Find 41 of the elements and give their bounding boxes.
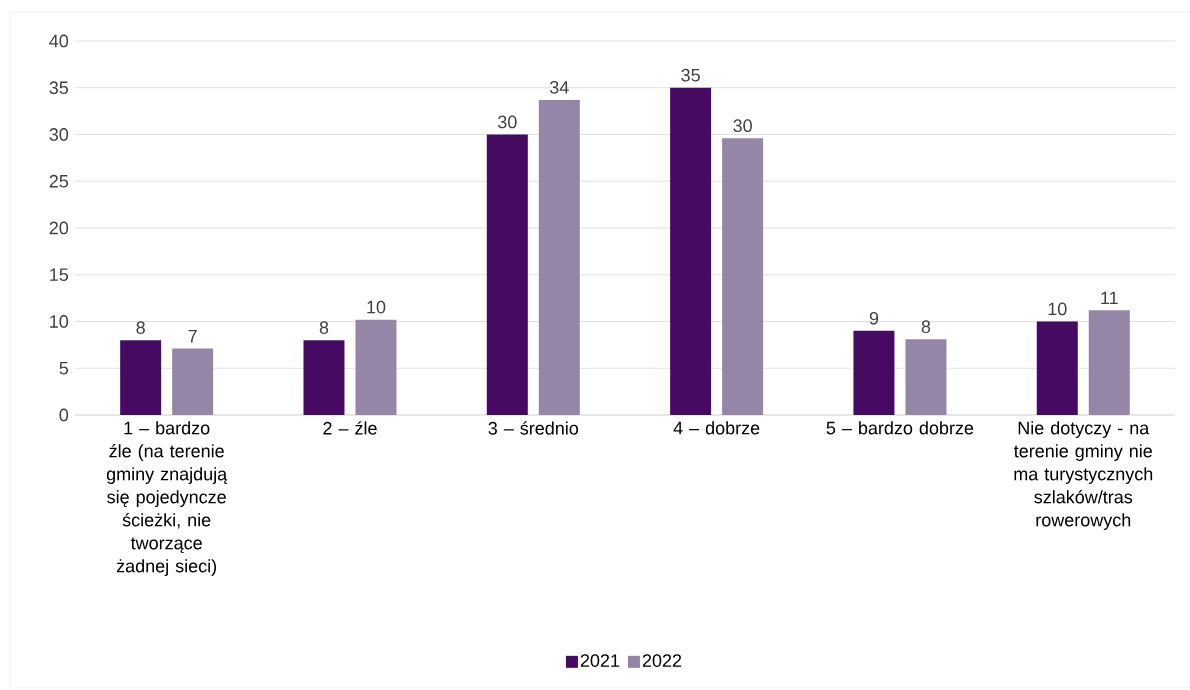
data-label: 9: [869, 311, 879, 325]
bar: [905, 339, 947, 415]
bar: [120, 340, 162, 415]
data-label: 34: [549, 80, 569, 94]
y-tick-label: 0: [59, 408, 69, 422]
y-tick-label: 15: [50, 268, 69, 282]
y-tick-label: 20: [49, 221, 69, 235]
data-label: 8: [319, 321, 329, 334]
x-tick-label: 3 – średnio: [488, 421, 579, 435]
data-label: 35: [681, 68, 700, 82]
x-tick-label: 5 – bardzo dobrze: [826, 421, 974, 435]
x-tick-label: 2 – źle: [323, 421, 377, 435]
bar: [538, 99, 580, 415]
y-tick-label: 25: [49, 174, 69, 188]
bar: [172, 348, 214, 415]
y-tick-label: 35: [49, 81, 69, 95]
data-label: 10: [1048, 302, 1067, 316]
data-label: 10: [367, 300, 386, 314]
y-tick-label: 30: [49, 128, 69, 141]
data-label: 8: [136, 321, 145, 334]
data-label: 8: [921, 320, 931, 334]
y-tick-label: 40: [49, 34, 69, 48]
bar: [670, 87, 712, 415]
bar: [1036, 321, 1078, 415]
bar: [1088, 310, 1130, 415]
bar: [303, 340, 345, 415]
legend-label: 2022: [642, 654, 682, 667]
bar: [853, 330, 895, 415]
bar: [486, 134, 528, 415]
y-tick-label: 10: [50, 315, 69, 328]
x-tick-label: Nie dotyczy - na terenie gminy nie ma turystycznych szlaków/tras rowerowych: [1014, 421, 1153, 530]
y-tick-label: 5: [59, 361, 69, 375]
x-tick-label: 4 – dobrze: [673, 421, 760, 435]
x-tick-label: 1 – bardzo źle (na terenie gminy znajdują się pojedyncze ścieżki, nie tworzące żadnej sieci): [106, 421, 228, 576]
legend-label: 2021: [580, 654, 620, 667]
data-label: 30: [733, 119, 752, 133]
bar: [722, 138, 764, 415]
data-label: 11: [1101, 291, 1118, 305]
bar: [355, 319, 397, 415]
data-label: 30: [497, 115, 517, 129]
data-label: 7: [188, 330, 197, 343]
